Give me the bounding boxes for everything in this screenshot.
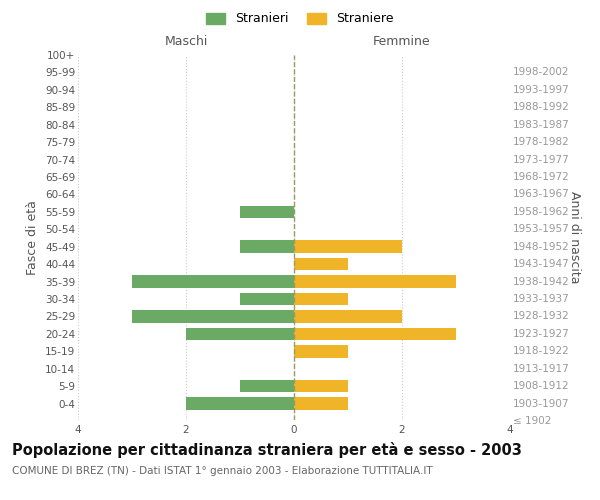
- Bar: [294, 380, 348, 392]
- Text: Popolazione per cittadinanza straniera per età e sesso - 2003: Popolazione per cittadinanza straniera p…: [12, 442, 522, 458]
- Bar: [294, 292, 348, 305]
- Bar: [240, 206, 294, 218]
- Bar: [132, 310, 294, 322]
- Text: COMUNE DI BREZ (TN) - Dati ISTAT 1° gennaio 2003 - Elaborazione TUTTITALIA.IT: COMUNE DI BREZ (TN) - Dati ISTAT 1° genn…: [12, 466, 433, 476]
- Bar: [294, 240, 402, 253]
- Bar: [294, 258, 348, 270]
- Text: Maschi: Maschi: [164, 34, 208, 48]
- Legend: Stranieri, Straniere: Stranieri, Straniere: [203, 8, 397, 29]
- Y-axis label: Anni di nascita: Anni di nascita: [568, 191, 581, 284]
- Bar: [294, 328, 456, 340]
- Bar: [294, 397, 348, 410]
- Bar: [240, 240, 294, 253]
- Text: Femmine: Femmine: [373, 34, 431, 48]
- Bar: [186, 397, 294, 410]
- Bar: [294, 310, 402, 322]
- Bar: [294, 345, 348, 358]
- Bar: [186, 328, 294, 340]
- Bar: [132, 276, 294, 288]
- Bar: [294, 276, 456, 288]
- Bar: [240, 380, 294, 392]
- Bar: [240, 292, 294, 305]
- Y-axis label: Fasce di età: Fasce di età: [26, 200, 40, 275]
